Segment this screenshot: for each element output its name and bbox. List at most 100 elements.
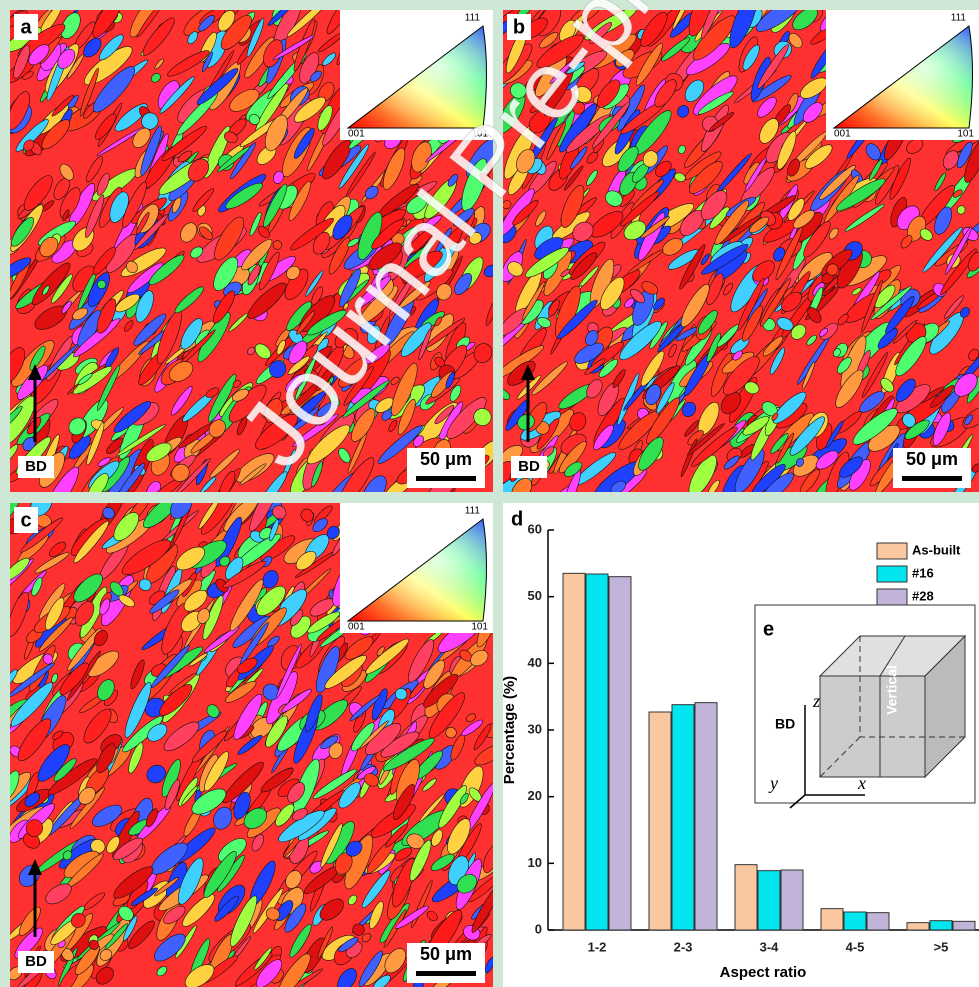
grain [549,59,575,84]
grain [564,461,583,477]
panel-label-bg [507,14,531,40]
grain [217,10,236,32]
grain [146,764,166,784]
grain [239,463,267,486]
bar [608,576,632,931]
grain [781,291,803,312]
grain [41,119,71,150]
grain [338,937,359,953]
grain [346,151,376,197]
grain [96,279,107,290]
grain [723,282,734,296]
grain [214,216,245,261]
grain [394,847,413,861]
grain [74,601,95,626]
grain [42,285,50,296]
grain [253,947,272,971]
grain [454,272,473,295]
grain [10,669,18,687]
grain [147,723,168,742]
grain [184,964,215,987]
grain [546,122,566,161]
grain [503,200,512,210]
grain [434,316,443,327]
grain [793,210,815,229]
grain [124,682,152,738]
grain [517,413,535,431]
grain [83,708,112,744]
grain [795,457,805,467]
grain [617,146,639,172]
grain [930,384,955,408]
grain [770,433,789,454]
grain [203,626,240,653]
grain [116,424,166,457]
grain [771,412,779,421]
grain [269,519,280,542]
grain [10,682,54,727]
grain [145,808,158,828]
grain [473,723,492,751]
grain [434,405,455,425]
grain [447,818,471,855]
grain [536,34,584,68]
grain [757,44,790,89]
grain [174,286,204,314]
grain [219,471,236,492]
grain [700,253,710,266]
grain [229,579,264,632]
grain [96,364,121,411]
grain [635,43,663,86]
grain [684,420,700,437]
grain [320,823,343,868]
grain [320,735,339,750]
grain [31,577,43,597]
grain [445,726,457,739]
grain [655,160,672,177]
grain [130,659,145,690]
grain [29,345,46,371]
grain [535,210,547,227]
grain [680,283,710,328]
grain [177,150,193,163]
bar [780,869,804,931]
grain [154,58,165,70]
ipf-highlight [832,25,973,129]
axes-arrows [789,705,865,809]
grain [790,324,807,340]
grain [212,290,235,324]
bar [648,711,672,931]
grain [752,260,775,282]
grain [190,246,203,259]
legend-swatch [876,542,908,560]
grain [265,715,288,748]
grain [198,15,215,32]
grain [361,870,391,909]
grain [338,447,351,463]
grain [409,839,432,882]
bar [585,573,609,931]
grain [870,285,912,320]
grain [376,646,385,657]
grain [175,546,206,571]
grain [586,151,599,164]
bd-arrowhead [521,364,535,380]
grain [95,966,114,985]
grain [145,442,172,462]
grain [83,37,102,58]
grain [574,86,592,103]
grain [395,688,408,701]
grain [836,357,852,374]
grain [67,628,102,671]
grain [707,479,720,492]
grain [218,838,247,863]
grain [628,249,664,274]
grain [383,909,407,948]
bar [906,922,930,931]
grain [460,792,469,805]
grain [123,320,134,332]
grain [143,503,181,529]
grain [343,366,374,406]
grain [121,539,171,576]
x-axis-label: Aspect ratio [720,964,807,981]
